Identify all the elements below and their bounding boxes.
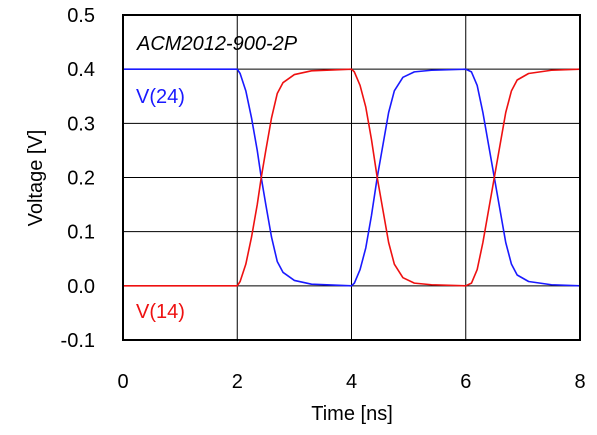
y-tick-label-1: 0.0 bbox=[67, 276, 95, 298]
y-tick-label-5: 0.4 bbox=[67, 59, 95, 81]
series-line-1 bbox=[123, 68, 581, 287]
grid-lines bbox=[123, 15, 580, 340]
y-axis-title: Voltage [V] bbox=[25, 130, 47, 227]
y-tick-label-2: 0.1 bbox=[67, 222, 95, 244]
y-tick-label-6: 0.5 bbox=[67, 5, 95, 27]
plot-frame bbox=[122, 14, 581, 341]
series-layer bbox=[123, 68, 581, 287]
y-tick-label-3: 0.2 bbox=[67, 168, 95, 190]
x-axis-title: Time [ns] bbox=[311, 403, 393, 425]
x-tick-label-1: 2 bbox=[232, 371, 243, 393]
tick-labels: 0 2 4 6 8 -0.1 0.0 0.1 0.2 0.3 0.4 0.5 bbox=[61, 5, 586, 393]
series-line-0 bbox=[123, 68, 581, 287]
series-label-v14: V(14) bbox=[136, 301, 185, 323]
x-tick-label-0: 0 bbox=[117, 371, 128, 393]
y-tick-label-4: 0.3 bbox=[67, 113, 95, 135]
x-tick-label-3: 6 bbox=[460, 371, 471, 393]
x-tick-label-2: 4 bbox=[346, 371, 357, 393]
chart-title: ACM2012-900-2P bbox=[136, 33, 298, 55]
y-tick-label-0: -0.1 bbox=[61, 330, 95, 352]
x-tick-label-4: 8 bbox=[574, 371, 585, 393]
series-label-v24: V(24) bbox=[136, 86, 185, 108]
